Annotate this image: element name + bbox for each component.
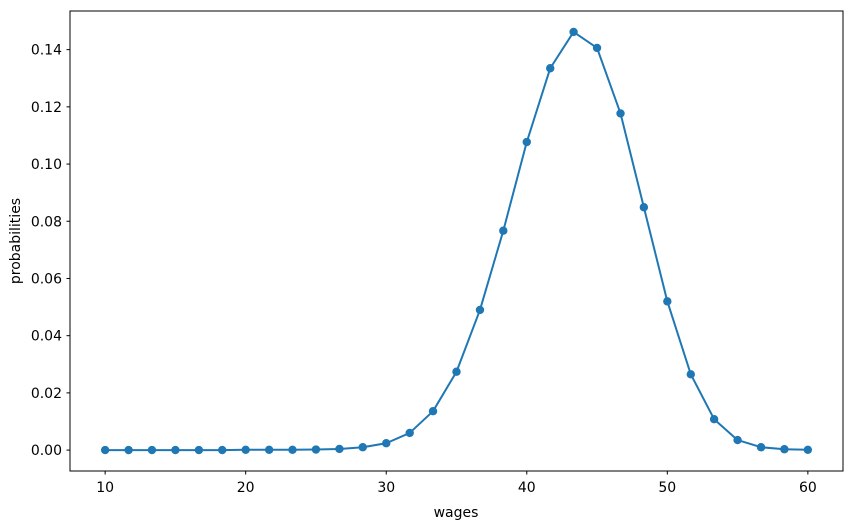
plot-area — [70, 11, 843, 471]
x-tick-label: 30 — [377, 480, 395, 496]
data-point — [218, 445, 227, 455]
y-axis-label: probabilities — [8, 198, 24, 284]
x-tick-label: 40 — [518, 480, 536, 496]
data-series — [100, 27, 813, 455]
data-point — [171, 445, 180, 455]
data-point — [709, 415, 719, 424]
data-point — [592, 43, 602, 53]
y-tick-label: 0.04 — [31, 329, 62, 345]
data-point — [405, 428, 414, 438]
data-point — [194, 445, 204, 455]
data-point — [546, 64, 555, 73]
data-point — [100, 445, 110, 455]
axes-spines — [69, 10, 844, 472]
data-point — [686, 370, 695, 379]
data-point — [522, 137, 531, 147]
data-point — [733, 435, 742, 445]
data-point — [335, 444, 344, 454]
data-point — [639, 203, 649, 212]
data-point — [147, 445, 157, 455]
data-point — [756, 443, 766, 452]
y-tick-label: 0.08 — [31, 214, 62, 230]
data-point — [288, 445, 297, 454]
data-point — [382, 439, 391, 448]
data-point — [803, 445, 813, 454]
data-point — [241, 445, 250, 454]
x-axis-label: wages — [434, 505, 479, 521]
data-point — [616, 109, 625, 118]
data-point — [475, 305, 485, 315]
axis-ticks: 10 20 30 40 50 60 0.00 0.02 0.04 0.06 0.08 0.10 0.12… — [31, 43, 817, 496]
data-point — [358, 443, 367, 452]
data-point — [428, 406, 438, 416]
data-point — [569, 27, 578, 37]
x-tick-label: 10 — [96, 480, 114, 496]
x-tick-label: 60 — [799, 480, 817, 496]
data-point — [311, 445, 321, 454]
x-tick-label: 20 — [237, 480, 255, 496]
y-tick-label: 0.02 — [31, 386, 62, 402]
data-point — [124, 445, 133, 455]
data-point — [499, 226, 508, 235]
y-tick-label: 0.06 — [31, 271, 62, 287]
data-point — [264, 445, 274, 454]
data-point — [780, 445, 789, 454]
y-tick-label: 0.10 — [31, 157, 62, 173]
data-point — [452, 367, 461, 376]
y-tick-label: 0.12 — [31, 100, 62, 116]
x-tick-label: 50 — [658, 480, 676, 496]
y-tick-label: 0.00 — [31, 443, 62, 459]
y-tick-label: 0.14 — [31, 43, 62, 59]
data-point — [663, 297, 672, 306]
